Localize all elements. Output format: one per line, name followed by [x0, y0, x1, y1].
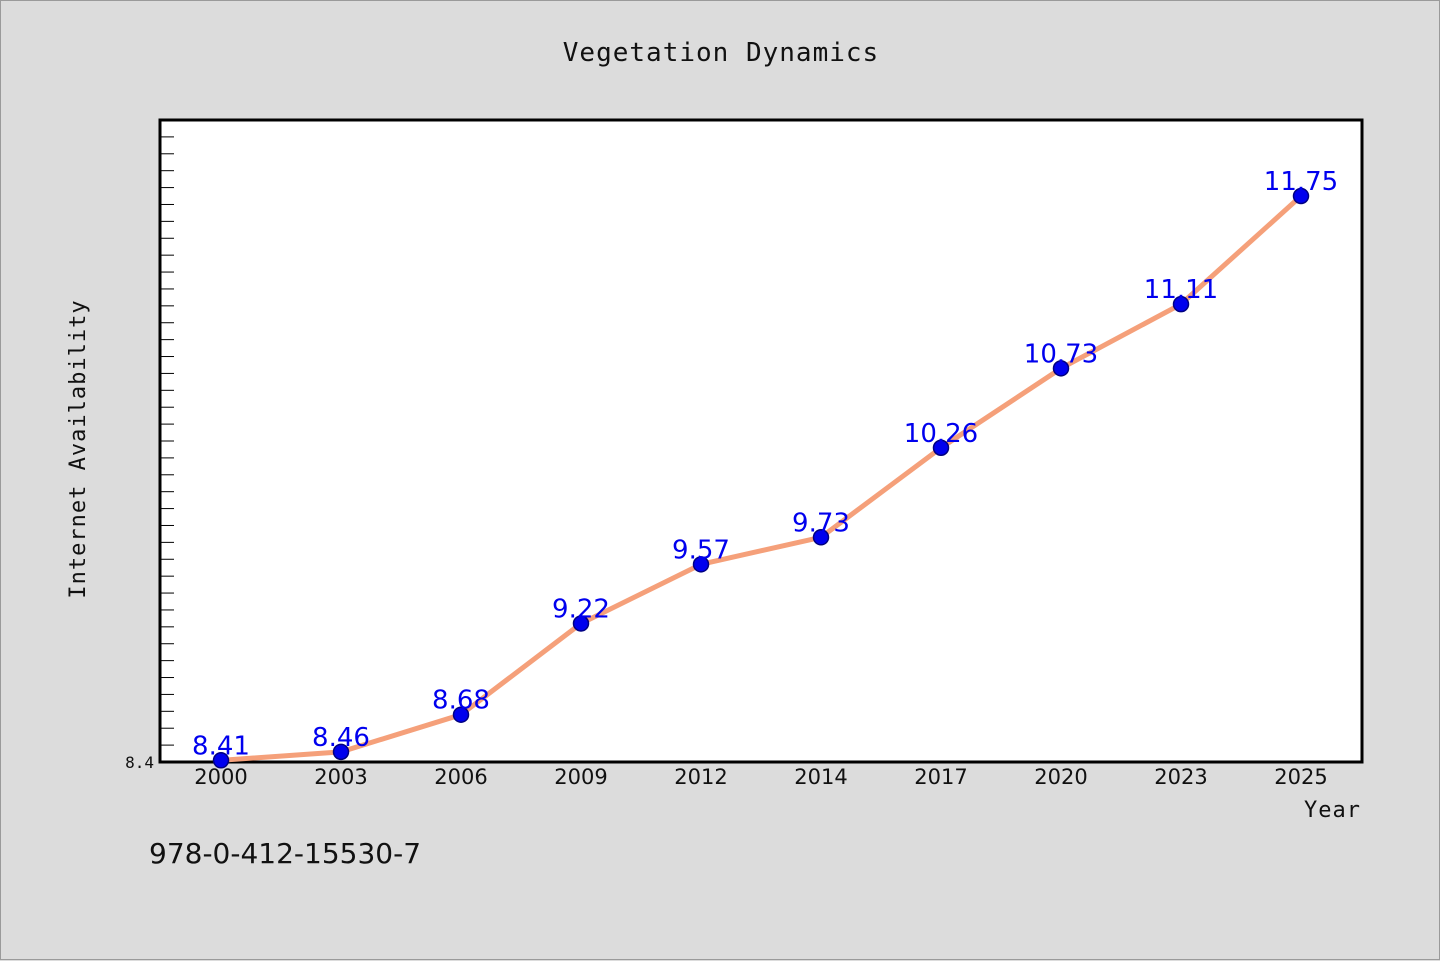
data-point [452, 706, 470, 723]
series-line [218, 193, 1304, 763]
x-tick-label: 2017 [914, 765, 967, 789]
isbn-text: 978-0-412-15530-7 [149, 837, 421, 870]
x-tick-label: 2025 [1274, 765, 1327, 789]
data-labels: 8.41 8.46 8.68 9.22 9.57 9.73 10.26 10.73 11.11 1… [192, 167, 1338, 761]
chart-title: Vegetation Dynamics [563, 38, 879, 68]
data-label: 9.57 [672, 535, 730, 565]
data-label: 11.11 [1144, 275, 1218, 305]
x-tick-label: 2020 [1034, 765, 1087, 789]
data-label: 9.73 [792, 508, 850, 538]
y-tick-label: 8.4 [125, 753, 154, 772]
data-point [692, 556, 710, 573]
x-axis-label: Year [1304, 798, 1361, 823]
series-line-group [218, 193, 1304, 763]
data-label: 10.73 [1024, 339, 1098, 369]
data-point [212, 752, 230, 769]
series-markers [212, 187, 1310, 769]
x-tick-label: 2014 [794, 765, 847, 789]
x-tick-label: 2003 [314, 765, 367, 789]
data-point [1052, 360, 1070, 377]
data-label: 9.22 [552, 594, 610, 624]
data-point [332, 743, 350, 761]
x-tick-label: 2023 [1154, 765, 1207, 789]
data-point [812, 529, 830, 546]
data-label: 11.75 [1264, 167, 1338, 197]
x-tick-label: 2009 [554, 765, 607, 789]
data-label: 8.68 [432, 686, 490, 716]
data-point [572, 615, 590, 632]
data-point [1172, 295, 1190, 313]
x-tick-label: 2012 [674, 765, 727, 789]
y-axis-ticks: 8.4 [125, 136, 174, 772]
data-point [1292, 187, 1310, 205]
x-tick-label: 2000 [194, 765, 247, 789]
data-label: 10.26 [904, 419, 978, 449]
data-point [932, 439, 950, 457]
x-axis-tick-labels: 2000 2003 2006 2009 2012 2014 2017 2020 2023 2025 [194, 765, 1327, 789]
data-label: 8.41 [192, 731, 250, 761]
data-label: 8.46 [312, 723, 370, 753]
x-tick-label: 2006 [434, 765, 487, 789]
y-axis-label: Internet Availability [66, 299, 91, 598]
plot-area [158, 118, 1364, 764]
